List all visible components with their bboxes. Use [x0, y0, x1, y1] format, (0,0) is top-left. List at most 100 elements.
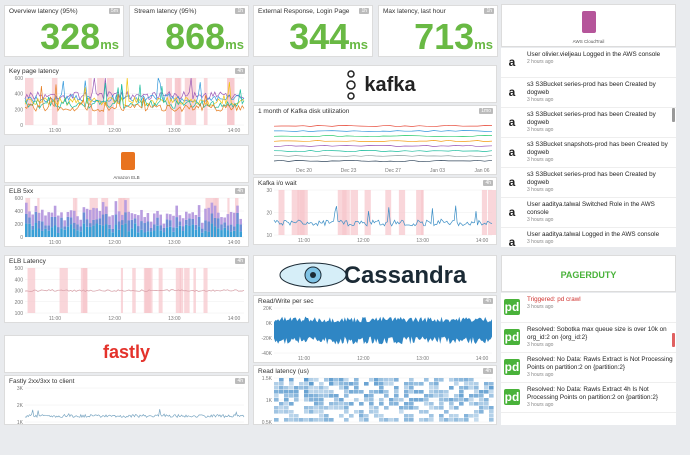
heatmap-cell [389, 402, 394, 406]
heatmap-cell [489, 406, 494, 410]
heatmap-cell [274, 406, 279, 410]
bar-segment [185, 224, 188, 237]
value-unit: ms [474, 37, 493, 52]
widget-badge: 1h [235, 8, 245, 14]
bar-segment [57, 232, 60, 237]
heatmap-cell [299, 418, 304, 422]
bar-segment [223, 227, 226, 237]
value-number: 868 [165, 16, 226, 57]
kafka-icon [346, 70, 356, 100]
heatmap-cell [409, 398, 414, 402]
heatmap-cell [419, 418, 424, 422]
bar-segment [47, 230, 50, 237]
bar-segment [79, 219, 82, 227]
alert-band [25, 78, 34, 125]
heatmap-cell [484, 398, 489, 402]
alert-band [350, 190, 359, 235]
event-text: Resolved: No Data: Rawls Extract 4h Is N… [527, 386, 658, 401]
heatmap-cell [374, 390, 379, 394]
alert-band [227, 78, 234, 125]
alert-band [143, 268, 151, 313]
x-tick-label: 11:00 [49, 316, 61, 322]
bar-segment [47, 225, 50, 231]
heatmap-cell [324, 394, 329, 398]
heatmap-cell [469, 382, 474, 386]
bar-segment [101, 202, 105, 215]
event-time: 3 hours ago [527, 157, 554, 163]
heatmap-cell [369, 390, 374, 394]
heatmap-cell [344, 378, 349, 382]
heatmap-cell [289, 410, 294, 414]
bar-segment [233, 230, 236, 237]
cassandra-eye [279, 262, 347, 288]
heatmap-cell [439, 398, 444, 402]
heatmap-cell [279, 410, 284, 414]
bar-segment [233, 226, 236, 231]
heatmap-cell [294, 418, 299, 422]
bar-segment [229, 211, 233, 225]
heatmap-cell [419, 410, 424, 414]
x-tick-label: 14:00 [228, 240, 241, 246]
heatmap-cell [404, 402, 409, 406]
heatmap-cell [304, 382, 309, 386]
heatmap-cell [334, 402, 339, 406]
heatmap-cell [329, 390, 334, 394]
series-line [24, 289, 245, 292]
heatmap-cell [289, 386, 294, 390]
heatmap-cell [404, 382, 409, 386]
heatmap-cell [309, 398, 314, 402]
heatmap-cell [484, 390, 489, 394]
bar-segment [201, 228, 204, 233]
bar-segment [98, 224, 102, 237]
heatmap-cell [379, 414, 384, 418]
bar-segment [37, 212, 41, 221]
series-line [273, 130, 493, 133]
bar-segment [197, 216, 201, 227]
y-tick-label: 400 [15, 277, 24, 283]
bar-segment [44, 225, 47, 229]
heatmap-cell [354, 410, 359, 414]
bar-segment [34, 211, 38, 223]
bar-segment [25, 223, 28, 237]
heatmap-cell [424, 394, 429, 398]
heatmap-cell [389, 378, 394, 382]
x-tick-label: 13:00 [416, 356, 429, 362]
bar-segment [217, 218, 220, 229]
logo-text: kafka [364, 74, 416, 96]
heatmap-cell [314, 402, 319, 406]
heatmap-cell [364, 382, 369, 386]
heatmap-cell [444, 390, 449, 394]
heatmap-cell [374, 410, 379, 414]
bar-segment [92, 207, 95, 220]
heatmap-cell [329, 402, 334, 406]
heatmap-cell [294, 394, 299, 398]
heatmap-cell [284, 390, 289, 394]
event-item: pd Triggered: pd crawl 3 hours ago [501, 293, 676, 323]
event-item: a s3 S3Bucket snapshots-prod has been Cre… [501, 138, 676, 168]
bar-segment [34, 223, 38, 237]
heatmap-cell [314, 398, 319, 402]
y-tick-label: 0 [20, 123, 23, 129]
heatmap-cell [429, 382, 434, 386]
bar-segment [140, 209, 143, 222]
y-tick-label: 20K [263, 306, 273, 312]
value-unit: ms [100, 37, 119, 52]
heatmap-cell [334, 382, 339, 386]
scrollbar [672, 107, 675, 122]
heatmap-cell [469, 378, 474, 382]
bar-segment [226, 230, 230, 237]
event-text: s3 S3Bucket snapshots-prod has been Crea… [527, 141, 668, 156]
bar-segment [162, 223, 166, 228]
x-tick-label: 14:00 [476, 238, 489, 244]
x-tick-label: 12:00 [108, 128, 121, 134]
bar-segment [82, 223, 86, 237]
bar-segment [226, 214, 230, 226]
heatmap-cell [374, 406, 379, 410]
graph: 3K 2K 1K [17, 386, 245, 424]
bar-segment [69, 210, 73, 218]
heatmap-cell [359, 390, 364, 394]
event-icon: a [504, 114, 520, 130]
event-item: a User aaditya.talwal Logged in the AWS c… [501, 228, 676, 247]
heatmap-cell [294, 414, 299, 418]
heatmap-cell [339, 386, 344, 390]
